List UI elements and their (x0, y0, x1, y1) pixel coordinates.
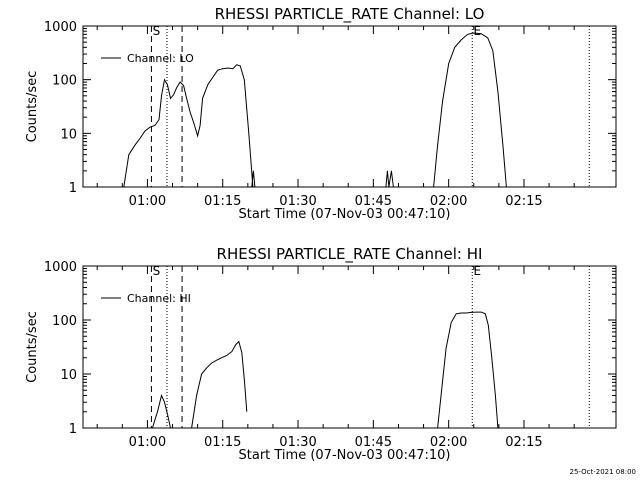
marker-label: E (473, 24, 481, 38)
chart-title: RHESSI PARTICLE_RATE Channel: HI (217, 245, 483, 264)
legend-label: Channel: LO (127, 52, 194, 65)
x-axis-label: Start Time (07-Nov-03 00:47:10) (239, 448, 451, 463)
legend-label: Channel: HI (127, 292, 191, 305)
x-tick-label: 01:00 (129, 435, 166, 450)
x-tick-label: 02:00 (430, 435, 467, 450)
y-tick-label: 100 (52, 74, 77, 89)
marker-label: E (473, 264, 481, 278)
series-line (437, 311, 499, 429)
x-tick-label: 01:15 (204, 435, 241, 450)
series-line (385, 170, 394, 188)
chart-panel-1: RHESSI PARTICLE_RATE Channel: HI 1 10 100 10… (25, 245, 617, 463)
y-tick-label: 1 (69, 181, 77, 196)
x-tick-label: 01:30 (279, 435, 316, 450)
y-tick-label: 10 (60, 127, 77, 142)
x-axis-label: Start Time (07-Nov-03 00:47:10) (239, 207, 451, 222)
chart-panel-0: RHESSI PARTICLE_RATE Channel: LO 1 10 100 10… (25, 5, 617, 222)
series-line (123, 64, 254, 188)
x-tick-label: 01:15 (204, 194, 241, 209)
y-tick-label: 100 (52, 314, 77, 329)
series-line (433, 32, 507, 188)
x-tick-label: 01:45 (355, 194, 392, 209)
y-tick-label: 1000 (44, 20, 77, 35)
x-tick-label: 02:15 (505, 194, 542, 209)
y-tick-label: 10 (60, 368, 77, 383)
y-tick-label: 1000 (44, 260, 77, 275)
y-axis-label: Counts/sec (25, 311, 40, 383)
x-tick-label: 02:15 (505, 435, 542, 450)
series-line (191, 340, 248, 429)
chart-title: RHESSI PARTICLE_RATE Channel: LO (215, 5, 485, 24)
marker-label: S (153, 24, 161, 38)
axes-frame (82, 25, 617, 188)
axes-frame (82, 265, 617, 429)
x-tick-label: 02:00 (430, 194, 467, 209)
series-line (251, 170, 256, 188)
series-line (151, 393, 171, 429)
y-axis-label: Counts/sec (25, 71, 40, 143)
marker-label: S (153, 264, 161, 278)
y-tick-label: 1 (69, 422, 77, 437)
x-tick-label: 01:00 (129, 194, 166, 209)
x-tick-label: 01:30 (279, 194, 316, 209)
x-tick-label: 01:45 (355, 435, 392, 450)
